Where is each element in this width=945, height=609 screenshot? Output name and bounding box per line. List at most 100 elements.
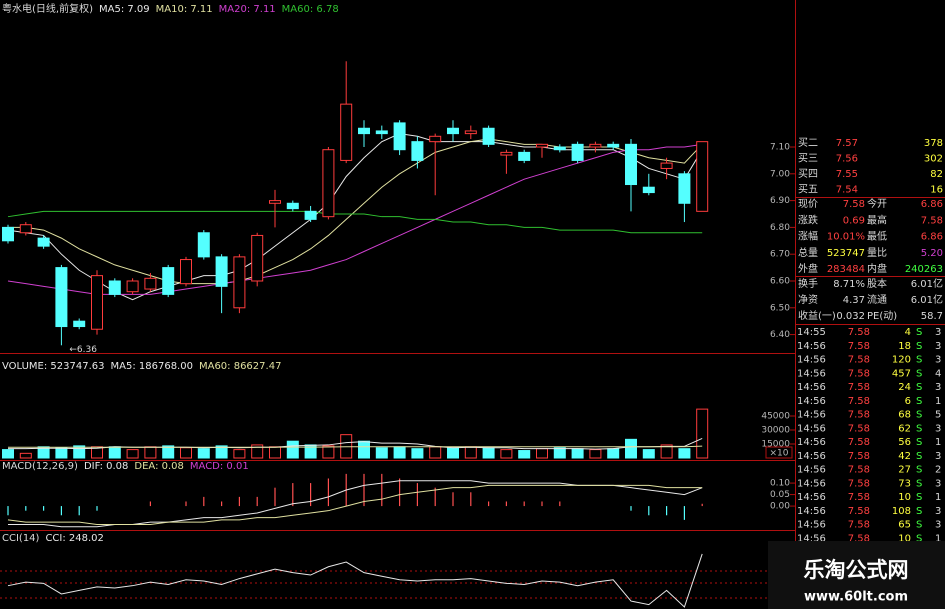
trade-time: 14:56 [797,437,826,448]
unit-box [765,446,793,459]
candle-body [553,146,566,151]
trade-count: 3 [935,451,941,462]
trade-side: S [916,465,922,476]
candle-body [162,267,175,295]
order-price: 7.55 [836,169,858,180]
candle-body [180,259,192,285]
indicator-line [7,553,703,608]
quote-label: 总量 [798,246,818,259]
trade-count: 1 [935,533,941,544]
volume-bar [429,446,442,459]
candle-body [536,143,548,148]
candle-body [91,275,103,330]
trade-count: 3 [935,341,941,352]
volume-bar [447,447,459,459]
quote-label: 涨幅 [798,230,818,243]
candle-body [304,210,317,220]
trade-time: 14:56 [797,492,826,503]
volume-bar [660,444,673,459]
order-price: 7.57 [836,138,858,149]
quote-value: 6.86 [921,232,943,243]
volume-bar [589,449,602,459]
trade-side: S [916,520,922,531]
y-tick-label: 6.50 [770,303,790,313]
order-volume: 16 [930,185,943,196]
trade-volume: 10 [898,533,911,544]
trade-price: 7.58 [848,506,870,517]
trade-price: 7.58 [848,492,870,503]
volume-bar [393,446,406,459]
trade-side: S [916,327,922,338]
legend-entry: MA5: 186768.00 [111,361,193,372]
trade-side: S [916,533,922,544]
volume-bar [411,448,424,459]
trade-count: 1 [935,396,941,407]
trade-volume: 457 [892,368,911,379]
order-volume: 378 [924,138,943,149]
candle-body [375,130,388,135]
candle-body [108,280,121,295]
volume-bar [2,449,14,459]
candle-body [429,135,442,143]
quote-value: 0.69 [843,215,865,226]
volume-bar [73,445,86,459]
candle-body [607,143,620,148]
panel-title: 粤水电(日线,前复权) [2,2,93,15]
y-tick-label: 15000 [761,440,790,450]
trade-price: 7.58 [848,327,870,338]
trade-time: 14:55 [797,327,826,338]
trade-volume: 73 [898,478,911,489]
candle-body [464,130,477,135]
volume-bar [108,446,121,459]
volume-bar [607,448,620,459]
trade-side: S [916,437,922,448]
y-tick-label: 6.60 [770,276,790,286]
candle-body [642,186,655,194]
trade-volume: 27 [898,465,911,476]
quote-value: 6.01亿 [911,293,943,306]
candle-body [144,277,157,290]
trade-count: 1 [935,437,941,448]
trade-side: S [916,478,922,489]
y-tick-label: 7.10 [770,143,790,153]
candle-body [322,149,335,218]
legend-entry: MA10: 7.11 [156,4,213,15]
trade-count: 3 [935,382,941,393]
trade-time: 14:56 [797,423,826,434]
quote-value: 5.20 [921,248,943,259]
y-tick-label: 6.70 [770,250,790,260]
legend-entry: MACD: 0.01 [190,461,249,472]
quote-label: 流通 [867,293,887,306]
trade-price: 7.58 [848,396,870,407]
quote-label: 净资 [798,293,818,306]
quote-value: 58.7 [921,311,943,322]
candle-body [197,232,210,258]
volume-bar [19,452,32,459]
quote-value: 8.71% [833,279,865,290]
candle-body [251,234,264,282]
candle-body [73,320,86,328]
candle-body [233,256,246,309]
trade-time: 14:56 [797,533,826,544]
quote-value: 0.032 [836,311,865,322]
order-label: 买三 [798,153,818,165]
candle-body [126,280,139,293]
quote-label: 内盘 [867,262,887,275]
quote-value: 4.37 [843,295,865,306]
trade-side: S [916,355,922,366]
legend-entry: MA20: 7.11 [219,4,276,15]
trade-side: S [916,368,922,379]
volume-bar [553,447,566,459]
candle-body [500,151,513,156]
y-tick-label: 0.00 [770,502,790,512]
trade-time: 14:56 [797,506,826,517]
quote-value: 10.01% [827,232,865,243]
unit-label: ×10 [770,449,789,459]
volume-bar [500,449,513,459]
candle-body [19,224,32,234]
trade-volume: 68 [898,410,911,421]
candle-body [447,127,459,135]
quote-label: 现价 [798,198,818,210]
volume-bar [642,449,655,459]
trade-price: 7.58 [848,355,870,366]
